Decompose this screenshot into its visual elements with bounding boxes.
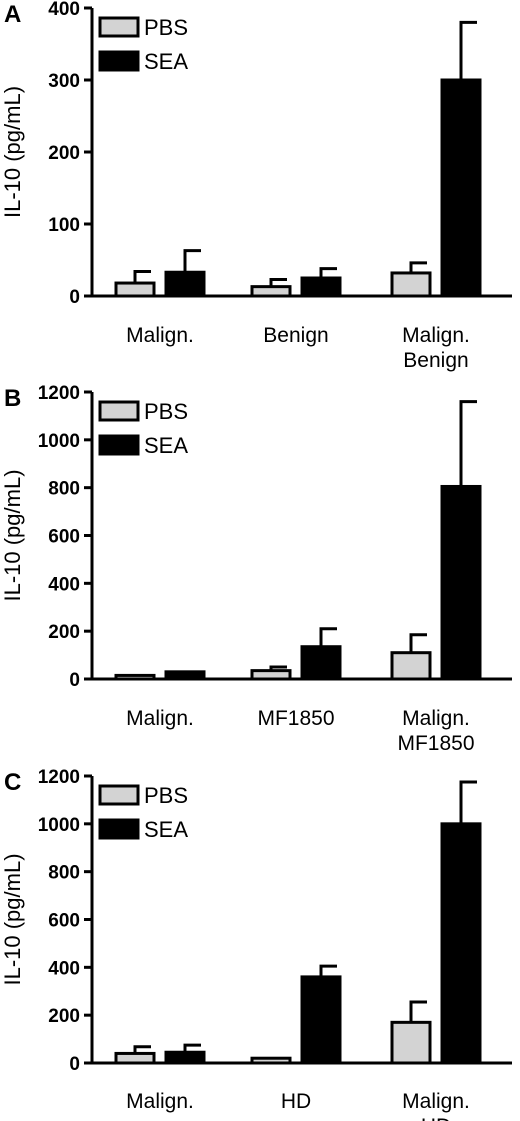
y-tick-label: 1200 <box>38 767 80 788</box>
legend-swatch-sea <box>98 50 140 72</box>
category-label: Malign. <box>402 324 470 347</box>
y-tick-label: 200 <box>48 1006 80 1027</box>
bar-pbs <box>114 673 156 681</box>
y-axis-label: IL-10 (pg/mL) <box>0 86 25 218</box>
y-tick-label: 100 <box>48 215 80 236</box>
bar-pbs <box>390 271 432 298</box>
category-label: Malign. <box>402 707 470 730</box>
y-axis-label: IL-10 (pg/mL) <box>0 469 25 601</box>
y-axis-label: IL-10 (pg/mL) <box>0 853 25 985</box>
y-tick-label: 800 <box>48 863 80 884</box>
legend-swatch-pbs <box>98 784 140 806</box>
panel-label: B <box>4 385 21 412</box>
category-label: Benign <box>403 349 468 372</box>
legend-label-sea: SEA <box>144 817 188 842</box>
category-label: Malign. <box>126 707 194 730</box>
y-tick-label: 600 <box>48 911 80 932</box>
legend-swatch-sea <box>98 818 140 840</box>
y-tick-label: 1000 <box>38 815 80 836</box>
y-tick-label: 800 <box>48 479 80 500</box>
bar-sea <box>164 670 206 681</box>
bar-sea <box>300 975 342 1065</box>
bar-sea <box>440 822 482 1065</box>
category-label: MF1850 <box>257 707 334 730</box>
chart-panel-b: B IL-10 (pg/mL) 0 200 400 600 800 1000 1200 Malig… <box>0 383 512 755</box>
y-tick-label: 600 <box>48 527 80 548</box>
y-tick-label: 200 <box>48 622 80 643</box>
y-tick-label: 0 <box>69 670 80 691</box>
y-tick-label: 0 <box>69 287 80 308</box>
bar-pbs <box>250 1056 292 1065</box>
bar-pbs <box>390 1020 432 1065</box>
category-label: Malign. <box>126 1090 194 1113</box>
category-label: Malign. <box>402 1090 470 1113</box>
legend-label-pbs: PBS <box>144 783 188 808</box>
panel-label: C <box>4 769 21 796</box>
y-tick-label: 0 <box>69 1054 80 1075</box>
bar-pbs <box>250 669 292 681</box>
legend-swatch-sea <box>98 434 140 456</box>
legend-swatch-pbs <box>98 400 140 422</box>
bar-pbs <box>114 281 156 298</box>
bar-pbs <box>114 1051 156 1065</box>
bar-sea <box>440 484 482 681</box>
legend-label-pbs: PBS <box>144 15 188 40</box>
bar-sea <box>300 276 342 298</box>
bar-sea <box>300 645 342 681</box>
bar-sea <box>164 270 206 298</box>
legend-label-sea: SEA <box>144 49 188 74</box>
category-label: HD <box>281 1090 311 1113</box>
chart-panel-c: C IL-10 (pg/mL) 0 200 400 600 800 1000 1200 Malig… <box>0 767 512 1121</box>
category-label: MF1850 <box>397 732 474 755</box>
category-label: Malign. <box>126 324 194 347</box>
y-tick-label: 400 <box>48 958 80 979</box>
bar-sea <box>164 1050 206 1065</box>
y-tick-label: 300 <box>48 71 80 92</box>
bar-sea <box>440 78 482 298</box>
y-tick-label: 1000 <box>38 431 80 452</box>
bar-pbs <box>250 285 292 298</box>
y-tick-label: 400 <box>48 574 80 595</box>
bar-pbs <box>390 651 432 681</box>
y-tick-label: 400 <box>48 0 80 20</box>
category-label: Benign <box>263 324 328 347</box>
panel-label: A <box>4 1 21 28</box>
legend-label-pbs: PBS <box>144 399 188 424</box>
y-tick-label: 200 <box>48 143 80 164</box>
legend-label-sea: SEA <box>144 433 188 458</box>
legend-swatch-pbs <box>98 16 140 38</box>
y-tick-label: 1200 <box>38 383 80 404</box>
category-label: HD <box>421 1115 451 1121</box>
